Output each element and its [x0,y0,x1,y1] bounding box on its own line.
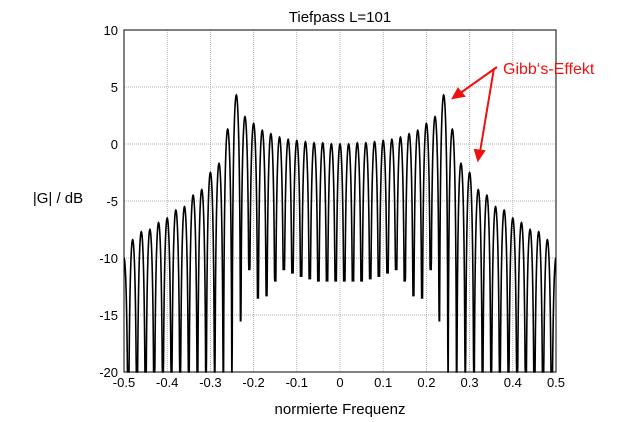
y-tick-label: 0 [111,137,118,152]
y-tick-label: 10 [104,23,118,38]
x-tick-label: 0.5 [547,375,565,390]
y-tick-label: -10 [99,251,118,266]
x-tick-label: -0.2 [242,375,264,390]
y-tick-label: -20 [99,365,118,380]
x-tick-label: 0.3 [461,375,479,390]
x-tick-label: 0.1 [374,375,392,390]
x-axis-label: normierte Frequenz [275,401,406,418]
x-tick-label: -0.5 [113,375,135,390]
y-tick-label: -15 [99,308,118,323]
frequency-response-line [123,93,557,373]
plot-frame [123,29,557,373]
arrowhead-peak [451,87,466,100]
x-tick-label: 0 [336,375,343,390]
x-tick-label: 0.2 [417,375,435,390]
tick-labels: -0.5 -0.4 -0.3 -0.2 -0.1 0 0.1 0.2 0.3 0.4 0.5 10 5 0… [99,23,565,390]
x-tick-label: 0.4 [504,375,522,390]
x-tick-label: -0.1 [286,375,308,390]
arrow-to-sidelobe [479,67,495,153]
y-tick-label: 5 [111,80,118,95]
x-tick-label: -0.3 [199,375,221,390]
y-tick-label: -5 [106,194,118,209]
annotation-arrows [451,66,498,163]
y-axis-label: |G| / dB [33,190,83,207]
chart-title: Tiefpass L=101 [289,9,391,26]
arrow-to-peak [458,66,498,95]
gibbs-annotation: Gibb‘s-Effekt [503,61,595,78]
x-tick-label: -0.4 [156,375,178,390]
arrowhead-sidelobe [473,148,486,163]
